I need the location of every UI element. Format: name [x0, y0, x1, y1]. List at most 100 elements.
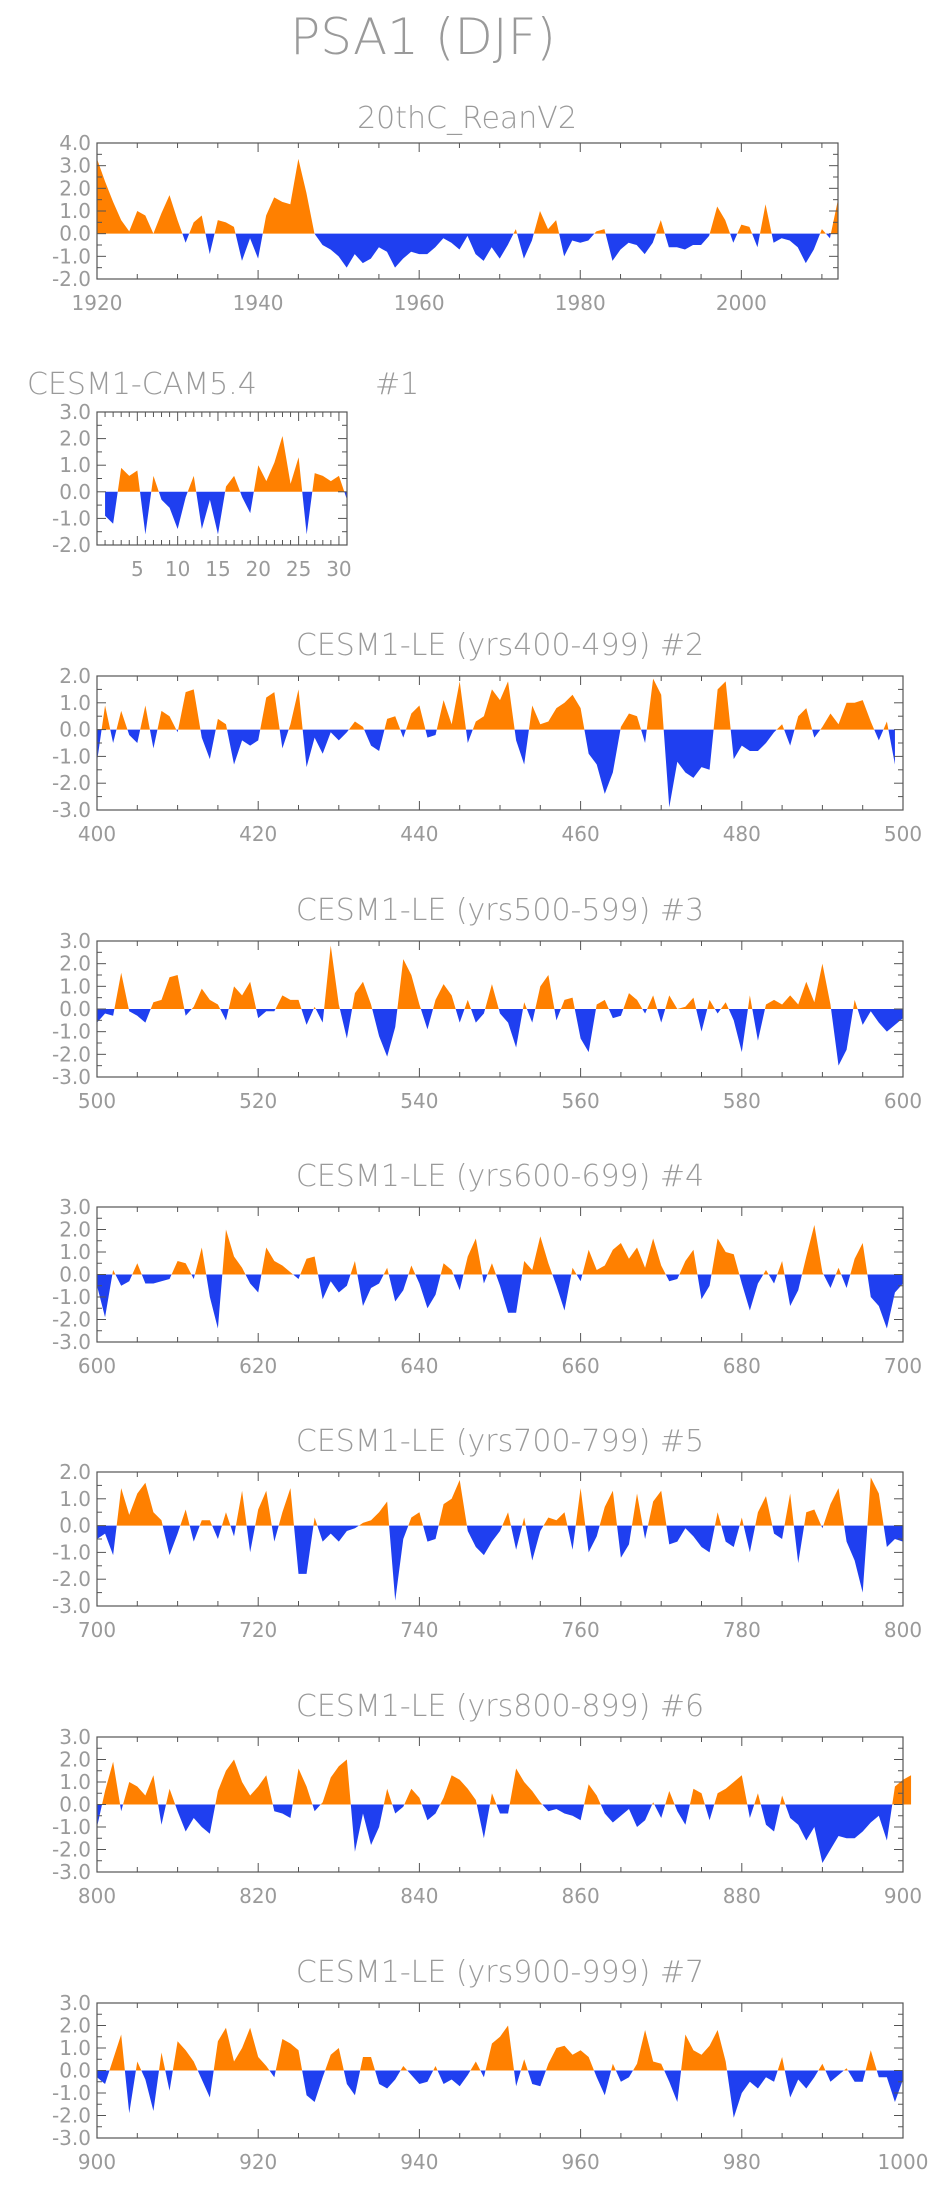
x-tick-label: 800 [884, 1618, 922, 1642]
y-tick-label: 1.0 [59, 691, 91, 715]
x-tick-label: 520 [239, 1089, 277, 1113]
y-tick-label: 1.0 [59, 1240, 91, 1264]
positive-anomaly-area [97, 1477, 903, 1526]
x-tick-label: 600 [78, 1354, 116, 1378]
x-tick-label: 540 [400, 1089, 438, 1113]
x-tick-label: 660 [562, 1354, 600, 1378]
y-tick-label: -1.0 [52, 1540, 91, 1564]
plot-frame [96, 675, 904, 811]
positive-anomaly-area [97, 158, 838, 234]
x-tick-label: 500 [78, 1089, 116, 1113]
negative-anomaly-area [97, 1274, 903, 1329]
x-tick-label: 920 [239, 2150, 277, 2174]
chart-panel-7: CESM1-LE (yrs800-899) #6 3.02.01.00.0-1.0… [52, 1689, 922, 1908]
panel-title: CESM1-LE (yrs700-799) #5 [296, 1424, 704, 1459]
y-tick-label: -3.0 [52, 1330, 91, 1354]
y-tick-label: 0.0 [59, 1793, 91, 1817]
x-tick-label: 780 [723, 1618, 761, 1642]
x-tick-label: 1960 [394, 291, 445, 315]
x-tick-label: 1000 [878, 2150, 929, 2174]
y-tick-label: -3.0 [52, 2126, 91, 2150]
x-tick-label: 460 [562, 822, 600, 846]
negative-anomaly-area [97, 1804, 912, 1863]
panel-title: 20thC_ReanV2 [357, 101, 577, 136]
x-tick-label: 620 [239, 1354, 277, 1378]
x-tick-label: 680 [723, 1354, 761, 1378]
x-tick-label: 5 [131, 557, 144, 581]
negative-anomaly-area [97, 233, 838, 268]
y-tick-label: -1.0 [52, 744, 91, 768]
x-tick-label: 740 [400, 1618, 438, 1642]
x-tick-label: 700 [78, 1618, 116, 1642]
negative-anomaly-area [105, 491, 347, 535]
chart-panel-2: CESM1-CAM5.4 #1 3.0 2.01.0 0.0-1.0 -2.0 5 10 15 2… [27, 367, 419, 581]
y-tick-label: -1.0 [52, 1815, 91, 1839]
negative-anomaly-area [97, 2070, 903, 2118]
x-tick-label: 1920 [72, 291, 123, 315]
x-tick-label: 720 [239, 1618, 277, 1642]
y-tick-label: 3.0 [59, 1195, 91, 1219]
positive-anomaly-area [97, 1759, 912, 1805]
positive-anomaly-area [105, 435, 347, 492]
y-tick-label: -1.0 [52, 506, 91, 530]
y-tick-label: 2.0 [59, 1460, 91, 1484]
x-tick-label: 900 [78, 2150, 116, 2174]
y-tick-label: 3.0 [59, 1991, 91, 2015]
x-tick-label: 1940 [233, 291, 284, 315]
y-tick-label: -3.0 [52, 798, 91, 822]
x-tick-label: 980 [723, 2150, 761, 2174]
x-tick-label: 820 [239, 1884, 277, 1908]
y-tick-label: 2.0 [59, 427, 91, 451]
x-tick-label: 400 [78, 822, 116, 846]
y-tick-label: 2.0 [59, 2014, 91, 2038]
panel-run-label: #1 [375, 367, 419, 402]
x-tick-label: 860 [562, 1884, 600, 1908]
chart-panel-8: CESM1-LE (yrs900-999) #7 3.02.01.00.0-1.0… [52, 1955, 928, 2174]
y-tick-label: 0.0 [59, 1263, 91, 1287]
y-tick-label: 1.0 [59, 2036, 91, 2060]
y-tick-label: -1.0 [52, 1020, 91, 1044]
y-tick-label: -3.0 [52, 1860, 91, 1884]
x-tick-label: 880 [723, 1884, 761, 1908]
x-tick-label: 10 [165, 557, 190, 581]
plot-frame [96, 142, 839, 280]
x-tick-label: 30 [326, 557, 351, 581]
y-tick-label: 1.0 [59, 1770, 91, 1794]
positive-anomaly-area [97, 2025, 903, 2071]
y-tick-label: 1.0 [59, 199, 91, 223]
negative-anomaly-area [97, 1525, 903, 1601]
negative-anomaly-area [97, 1009, 903, 1066]
x-tick-label: 960 [562, 2150, 600, 2174]
y-tick-label: 3.0 [59, 929, 91, 953]
x-tick-label: 560 [562, 1089, 600, 1113]
chart-panel-5: CESM1-LE (yrs600-699) #4 3.02.01.00.0-1.0… [52, 1159, 922, 1378]
x-tick-label: 600 [884, 1089, 922, 1113]
y-tick-label: 3.0 [59, 154, 91, 178]
y-tick-label: -2.0 [52, 1308, 91, 1332]
panel-title: CESM1-LE (yrs400-499) #2 [296, 628, 704, 663]
y-tick-label: -2.0 [52, 267, 91, 291]
y-tick-label: -3.0 [52, 1065, 91, 1089]
panel-title: CESM1-CAM5.4 [27, 367, 257, 402]
x-tick-label: 2000 [716, 291, 767, 315]
panel-title: CESM1-LE (yrs600-699) #4 [296, 1159, 704, 1194]
y-tick-label: 4.0 [59, 131, 91, 155]
y-tick-label: -1.0 [52, 1285, 91, 1309]
x-tick-label: 20 [246, 557, 271, 581]
panel-title: CESM1-LE (yrs900-999) #7 [296, 1955, 704, 1990]
y-tick-label: 0.0 [59, 1514, 91, 1538]
y-tick-label: 2.0 [59, 664, 91, 688]
x-tick-label: 440 [400, 822, 438, 846]
x-tick-label: 15 [205, 557, 230, 581]
y-tick-label: -2.0 [52, 1567, 91, 1591]
y-tick-label: 0.0 [59, 480, 91, 504]
y-tick-label: 2.0 [59, 1218, 91, 1242]
y-tick-label: 1.0 [59, 453, 91, 477]
y-tick-label: -2.0 [52, 533, 91, 557]
y-tick-label: 2.0 [59, 952, 91, 976]
x-tick-label: 480 [723, 822, 761, 846]
y-tick-label: -1.0 [52, 244, 91, 268]
panel-title: CESM1-LE (yrs500-599) #3 [296, 893, 704, 928]
